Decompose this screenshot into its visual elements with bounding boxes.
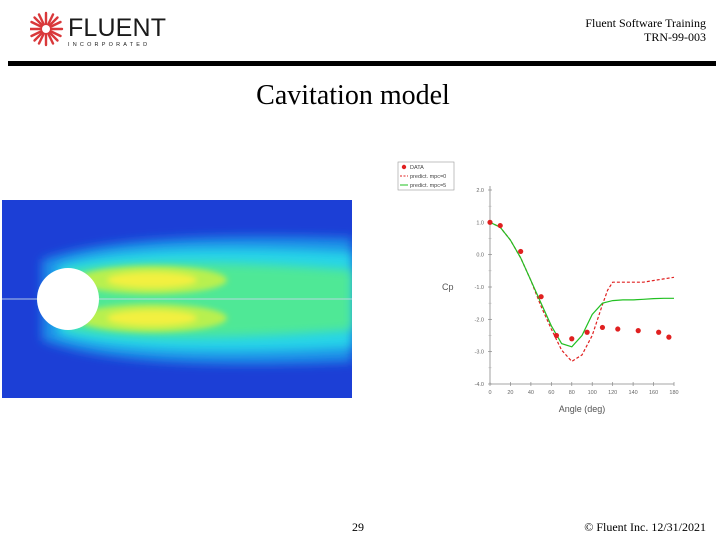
cylinder-shape bbox=[37, 268, 99, 330]
data-point bbox=[666, 334, 672, 340]
x-tick-label: 180 bbox=[669, 390, 678, 396]
x-tick-label: 100 bbox=[588, 390, 597, 396]
data-point bbox=[487, 219, 493, 225]
header-divider bbox=[8, 61, 716, 66]
fluent-logo: FLUENT INCORPORATED bbox=[30, 11, 166, 48]
cavitation-contour-plot bbox=[2, 200, 352, 398]
data-point bbox=[538, 294, 544, 300]
data-point bbox=[635, 328, 641, 334]
series-line-mpc0 bbox=[489, 221, 675, 363]
data-point bbox=[656, 329, 662, 335]
x-tick-label: 0 bbox=[488, 390, 491, 396]
series-line-mpc5 bbox=[489, 221, 674, 348]
y-tick-label: -1.0 bbox=[475, 285, 484, 291]
x-axis-label: Angle (deg) bbox=[559, 404, 606, 414]
y-axis-label: Cp bbox=[442, 282, 454, 292]
legend-label-mpc5: predict. mpc=5 bbox=[410, 183, 446, 189]
data-point bbox=[518, 248, 524, 255]
header-training-label: Fluent Software Training bbox=[585, 16, 706, 30]
x-tick-label: 40 bbox=[528, 390, 534, 396]
brand-name: FLUENT bbox=[68, 14, 166, 42]
data-point bbox=[497, 222, 503, 229]
header-course-code: TRN-99-003 bbox=[644, 30, 706, 44]
legend-label-mpc0: predict. mpc=0 bbox=[410, 174, 446, 180]
x-tick-label: 160 bbox=[649, 390, 658, 396]
data-point bbox=[569, 336, 575, 342]
copyright: © Fluent Inc. 12/31/2021 bbox=[584, 520, 706, 534]
data-point bbox=[584, 329, 590, 335]
x-tick-label: 120 bbox=[608, 390, 617, 396]
legend-label-data: DATA bbox=[410, 165, 424, 171]
chart-legend: DATA predict. mpc=0 predict. mpc=5 bbox=[397, 161, 455, 191]
x-tick-label: 140 bbox=[629, 390, 638, 396]
data-point bbox=[615, 326, 621, 332]
data-point bbox=[553, 332, 560, 339]
page-number: 29 bbox=[352, 520, 364, 534]
x-tick-label: 20 bbox=[507, 390, 513, 396]
x-tick-label: 80 bbox=[569, 390, 575, 396]
y-tick-label: -3.0 bbox=[475, 350, 484, 356]
slide-title: Cavitation model bbox=[256, 80, 450, 111]
y-tick-label: 1.0 bbox=[476, 220, 484, 226]
header-info: Fluent Software Training TRN-99-003 bbox=[585, 16, 706, 44]
cp-chart: DATA predict. mpc=0 predict. mpc=5 Cp An… bbox=[397, 161, 679, 414]
data-point bbox=[599, 324, 606, 331]
x-tick-label: 60 bbox=[548, 390, 554, 396]
y-tick-label: -4.0 bbox=[475, 382, 484, 388]
brand-subtitle: INCORPORATED bbox=[68, 42, 150, 48]
y-tick-label: -2.0 bbox=[475, 317, 484, 323]
y-tick-label: 0.0 bbox=[476, 253, 484, 259]
y-tick-label: 2.0 bbox=[476, 188, 484, 194]
